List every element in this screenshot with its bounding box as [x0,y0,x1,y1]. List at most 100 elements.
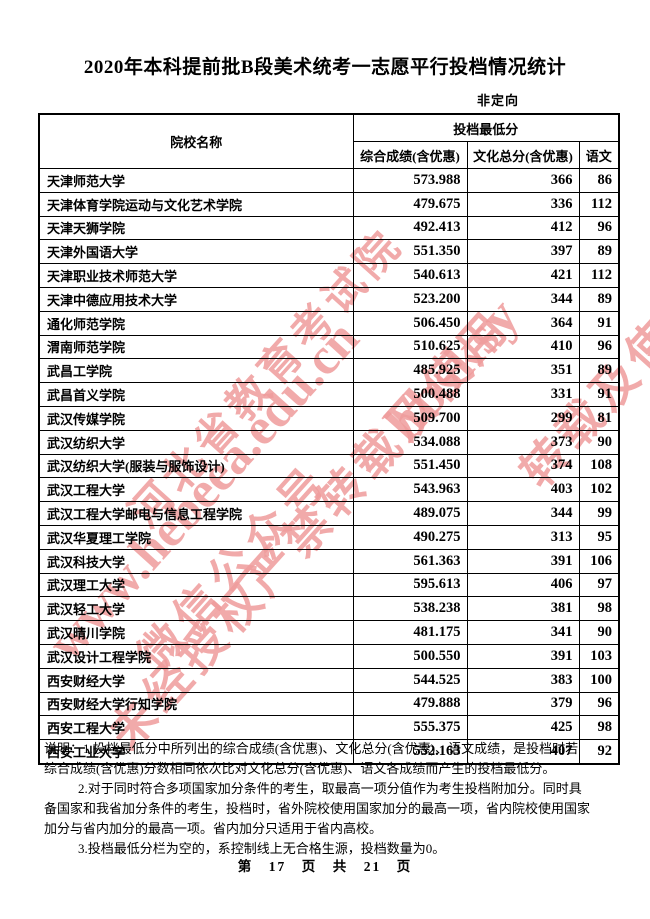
table-header: 院校名称 投档最低分 综合成绩(含优惠) 文化总分(含优惠) 语文 [38,113,620,169]
comprehensive-score-cell: 538.238 [352,596,468,622]
chinese-score-cell: 99 [578,501,620,526]
chinese-score-cell: 98 [578,596,620,622]
school-name-cell: 西安财经大学行知学院 [38,691,354,717]
comprehensive-score-cell: 552.163 [352,739,468,765]
comprehensive-score-cell: 510.625 [352,334,468,360]
comprehensive-score-cell: 479.675 [352,191,468,217]
table-row: 天津外国语大学 551.350 397 89 [38,239,620,265]
chinese-score-cell: 89 [578,358,620,384]
culture-score-cell: 351 [466,358,580,384]
comprehensive-score-cell: 555.375 [352,715,468,741]
school-name-cell: 武汉纺织大学 [38,429,354,455]
comprehensive-score-cell: 595.613 [352,572,468,598]
comprehensive-score-cell: 490.275 [352,524,468,550]
table-row: 武汉工程大学邮电与信息工程学院 489.075 344 99 [38,501,620,526]
culture-score-cell: 313 [466,524,580,550]
culture-score-cell: 391 [466,643,580,669]
table-row: 西安财经大学 544.525 383 100 [38,667,620,693]
culture-score-cell: 341 [466,620,580,645]
comprehensive-score-cell: 561.363 [352,548,468,574]
chinese-score-cell: 112 [578,263,620,288]
culture-score-cell: 381 [466,596,580,622]
table-row: 武汉纺织大学 534.088 373 90 [38,429,620,455]
school-name-cell: 武昌首义学院 [38,382,354,407]
chinese-score-cell: 103 [578,643,620,669]
table-header-min-score: 投档最低分 [352,113,620,142]
note-line: 说明：1.投档最低分中所列出的综合成绩(含优惠)、文化总分(含优惠)、语文成绩，… [44,741,579,756]
school-name-cell: 天津天狮学院 [38,215,354,241]
comprehensive-score-cell: 481.175 [352,620,468,645]
table-row: 西安财经大学行知学院 479.888 379 96 [38,691,620,717]
table-body: 天津师范大学 573.988 366 86 天津体育学院运动与文化艺术学院 47… [38,168,620,765]
chinese-score-cell: 108 [578,453,620,479]
chinese-score-cell: 89 [578,239,620,265]
comprehensive-score-cell: 479.888 [352,691,468,717]
comprehensive-score-cell: 540.613 [352,263,468,288]
chinese-score-cell: 96 [578,691,620,717]
table-row: 天津天狮学院 492.413 412 96 [38,215,620,241]
comprehensive-score-cell: 509.700 [352,405,468,431]
chinese-score-cell: 112 [578,191,620,217]
page-footer: 第 17 页 共 21 页 [237,859,413,874]
comprehensive-score-cell: 544.525 [352,667,468,693]
page-title: 2020年本科提前批B段美术统考一志愿平行投档情况统计 [83,57,567,78]
culture-score-cell: 397 [466,239,580,265]
table-row: 天津体育学院运动与文化艺术学院 479.675 336 112 [38,191,620,217]
table-row: 武汉晴川学院 481.175 341 90 [38,620,620,645]
culture-score-cell: 336 [466,191,580,217]
culture-score-cell: 412 [466,215,580,241]
school-name-cell: 西安财经大学 [38,667,354,693]
table-row: 武汉华夏理工学院 490.275 313 95 [38,524,620,550]
chinese-score-cell: 81 [578,405,620,431]
school-name-cell: 天津职业技术师范大学 [38,263,354,288]
school-name-cell: 武汉传媒学院 [38,405,354,431]
comprehensive-score-cell: 543.963 [352,477,468,503]
table-row: 武汉科技大学 561.363 391 106 [38,548,620,574]
table-row: 武汉轻工大学 538.238 381 98 [38,596,620,622]
culture-score-cell: 299 [466,405,580,431]
school-name-cell: 天津外国语大学 [38,239,354,265]
culture-score-cell: 383 [466,667,580,693]
table-row: 天津师范大学 573.988 366 86 [38,168,620,193]
table-row: 渭南师范学院 510.625 410 96 [38,334,620,360]
table-header-comprehensive: 综合成绩(含优惠) [352,141,468,169]
table-row: 武汉纺织大学(服装与服饰设计) 551.450 374 108 [38,453,620,479]
note-line: 备国家和我省加分条件的考生，投档时，省外院校使用国家加分的最高一项，省内院校使用… [44,801,591,816]
chinese-score-cell: 106 [578,548,620,574]
chinese-score-cell: 91 [578,382,620,407]
comprehensive-score-cell: 551.450 [352,453,468,479]
table-row: 武汉理工大学 595.613 406 97 [38,572,620,598]
table-header-chinese: 语文 [578,141,620,169]
culture-score-cell: 344 [466,501,580,526]
chinese-score-cell: 96 [578,334,620,360]
comprehensive-score-cell: 523.200 [352,286,468,312]
school-name-cell: 天津师范大学 [38,168,354,193]
table-row: 通化师范学院 506.450 364 91 [38,310,620,336]
note-line: 3.投档最低分栏为空的，系控制线上无合格生源，投档数量为0。 [78,841,446,856]
chinese-score-cell: 102 [578,477,620,503]
culture-score-cell: 391 [466,548,580,574]
school-name-cell: 武汉纺织大学(服装与服饰设计) [38,453,354,479]
school-name-cell: 天津中德应用技术大学 [38,286,354,312]
comprehensive-score-cell: 551.350 [352,239,468,265]
culture-score-cell: 379 [466,691,580,717]
table-row: 天津职业技术师范大学 540.613 421 112 [38,263,620,288]
chinese-score-cell: 90 [578,429,620,455]
table-row: 西安工业大学 552.163 407 92 [38,739,620,765]
chinese-score-cell: 100 [578,667,620,693]
table-row: 武汉设计工程学院 500.550 391 103 [38,643,620,669]
school-name-cell: 武昌工学院 [38,358,354,384]
culture-score-cell: 344 [466,286,580,312]
chinese-score-cell: 89 [578,286,620,312]
school-name-cell: 西安工程大学 [38,715,354,741]
comprehensive-score-cell: 485.925 [352,358,468,384]
note-line: 加分与省内加分的最高一项。省内加分只适用于省内高校。 [44,821,383,836]
school-name-cell: 渭南师范学院 [38,334,354,360]
school-name-cell: 天津体育学院运动与文化艺术学院 [38,191,354,217]
table-header-school: 院校名称 [38,113,354,169]
comprehensive-score-cell: 500.550 [352,643,468,669]
table-row: 武汉工程大学 543.963 403 102 [38,477,620,503]
school-name-cell: 通化师范学院 [38,310,354,336]
school-name-cell: 武汉工程大学邮电与信息工程学院 [38,501,354,526]
